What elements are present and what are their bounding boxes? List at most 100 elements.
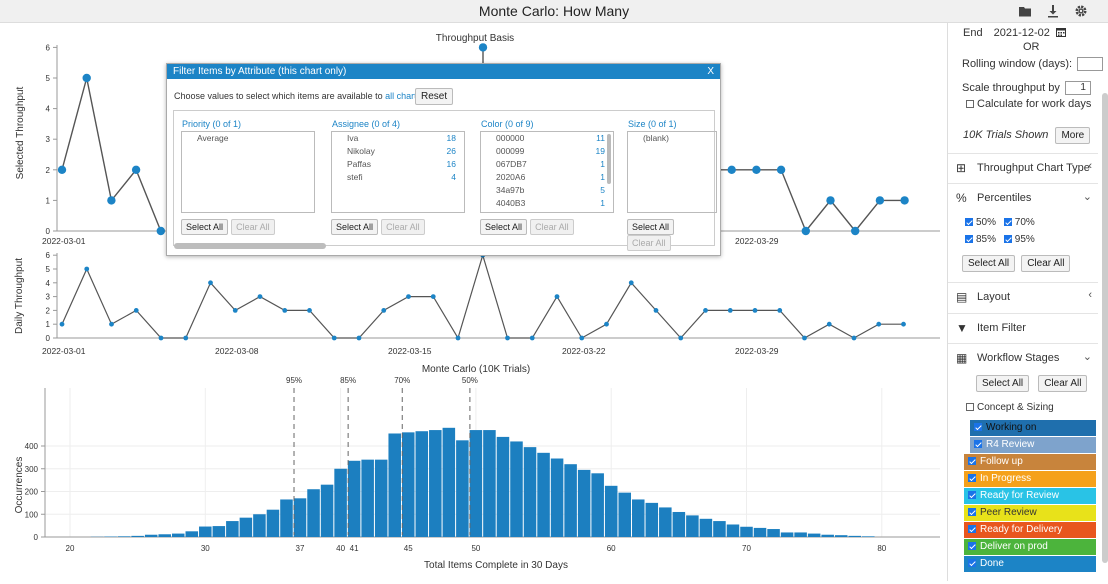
y-tick-label: 2	[46, 306, 51, 315]
stage-checkbox[interactable]	[974, 440, 982, 448]
select-all-button[interactable]: Select All	[627, 219, 674, 235]
y-tick-label: 4	[46, 105, 51, 114]
workflow-stage[interactable]: Ready for Review	[964, 488, 1096, 504]
histogram-bar	[564, 464, 577, 537]
layout-section[interactable]: ▤ Layout ‹	[948, 282, 1098, 310]
item-filter-section[interactable]: ▼ Item Filter	[948, 313, 1098, 341]
percentile-50-checkbox[interactable]	[965, 218, 973, 226]
workflow-stage[interactable]: Done	[964, 556, 1096, 572]
workflow-stage[interactable]: R4 Review	[970, 437, 1096, 453]
stage-checkbox[interactable]	[968, 474, 976, 482]
stage-checkbox[interactable]	[968, 491, 976, 499]
data-point	[901, 322, 906, 327]
close-icon[interactable]: X	[707, 64, 714, 79]
work-days-checkbox[interactable]	[966, 100, 974, 108]
stage-checkbox[interactable]	[968, 542, 976, 550]
workflow-stage[interactable]: Ready for Delivery	[964, 522, 1096, 538]
work-days-row[interactable]: Calculate for work days	[966, 98, 1108, 110]
histogram-bar	[118, 536, 131, 537]
list-item[interactable]: Average	[182, 132, 314, 145]
stage-label: In Progress	[980, 473, 1031, 484]
option-label: 2020A6	[496, 172, 525, 182]
select-all-button[interactable]: Select All	[331, 219, 378, 235]
data-point	[654, 308, 659, 313]
rolling-window-input[interactable]	[1077, 57, 1103, 71]
option-count: 19	[596, 145, 605, 158]
stage-checkbox[interactable]	[968, 457, 976, 465]
percentiles-section[interactable]: % Percentiles ⌄	[948, 183, 1098, 211]
workflow-stage[interactable]: In Progress	[964, 471, 1096, 487]
percentile-85-checkbox[interactable]	[965, 235, 973, 243]
stage-label: Follow up	[980, 456, 1023, 467]
y-tick-label: 0	[34, 533, 39, 542]
dialog-intro-text: Choose values to select which items are …	[174, 91, 383, 101]
chart-type-section[interactable]: ⊞ Throughput Chart Type ‹	[948, 153, 1098, 181]
color-list-scrollbar[interactable]	[607, 134, 611, 184]
concept-sizing-row[interactable]: Concept & Sizing	[966, 402, 1108, 413]
section-label: Layout	[977, 291, 1010, 303]
x-tick-label: 37	[296, 544, 305, 553]
select-all-button[interactable]: Select All	[181, 219, 228, 235]
select-all-button[interactable]: Select All	[480, 219, 527, 235]
stage-checkbox[interactable]	[974, 423, 982, 431]
size-list[interactable]: (blank)	[627, 131, 717, 213]
folder-icon[interactable]	[1018, 4, 1032, 18]
clear-all-button[interactable]: Clear All	[231, 219, 275, 235]
calendar-icon[interactable]	[1056, 27, 1066, 37]
stage-checkbox[interactable]	[968, 508, 976, 516]
sidebar-scrollbar[interactable]	[1102, 93, 1108, 563]
end-date-value[interactable]: 2021-12-02	[994, 27, 1050, 39]
percentile-70-checkbox[interactable]	[1004, 218, 1012, 226]
percentile-checkboxes: 50% 70%	[965, 217, 1108, 228]
option-count: 18	[447, 132, 456, 145]
select-all-button[interactable]: Select All	[976, 375, 1029, 392]
concept-sizing-checkbox[interactable]	[966, 403, 974, 411]
dialog-horizontal-scrollbar[interactable]	[174, 243, 326, 249]
workflow-stage[interactable]: Follow up	[964, 454, 1096, 470]
clear-all-button[interactable]: Clear All	[1038, 375, 1087, 392]
workflow-stage[interactable]: Working on	[970, 420, 1096, 436]
percentile-95-checkbox[interactable]	[1004, 235, 1012, 243]
workflow-stage[interactable]: Peer Review	[964, 505, 1096, 521]
histogram-bar	[781, 532, 794, 537]
trials-row: 10K Trials Shown More	[963, 127, 1108, 144]
stage-label: R4 Review	[986, 439, 1034, 450]
percent-icon: %	[956, 191, 967, 205]
select-all-button[interactable]: Select All	[962, 255, 1015, 272]
reset-button[interactable]: Reset	[415, 88, 453, 105]
download-icon[interactable]	[1046, 4, 1060, 18]
stage-checkbox[interactable]	[968, 525, 976, 533]
more-button[interactable]: More	[1055, 127, 1090, 144]
data-point	[159, 336, 164, 341]
list-item[interactable]: (blank)	[628, 132, 716, 145]
clear-all-button[interactable]: Clear All	[381, 219, 425, 235]
gear-icon[interactable]	[1074, 4, 1088, 18]
data-point	[728, 166, 736, 174]
column-title: Size (0 of 1)	[628, 119, 677, 129]
clear-all-button[interactable]: Clear All	[627, 235, 671, 251]
concept-sizing-label: Concept & Sizing	[977, 402, 1054, 413]
data-point	[84, 267, 89, 272]
histogram-bar	[821, 535, 834, 537]
scale-input[interactable]: 1	[1065, 81, 1091, 95]
workflow-stage[interactable]: Deliver on prod	[964, 539, 1096, 555]
priority-list[interactable]: Average	[181, 131, 315, 213]
clear-all-button[interactable]: Clear All	[1021, 255, 1070, 272]
workflow-stages-section[interactable]: ▦ Workflow Stages ⌄	[948, 343, 1098, 371]
clear-all-button[interactable]: Clear All	[530, 219, 574, 235]
stage-checkbox[interactable]	[968, 559, 976, 567]
stage-label: Peer Review	[980, 507, 1037, 518]
